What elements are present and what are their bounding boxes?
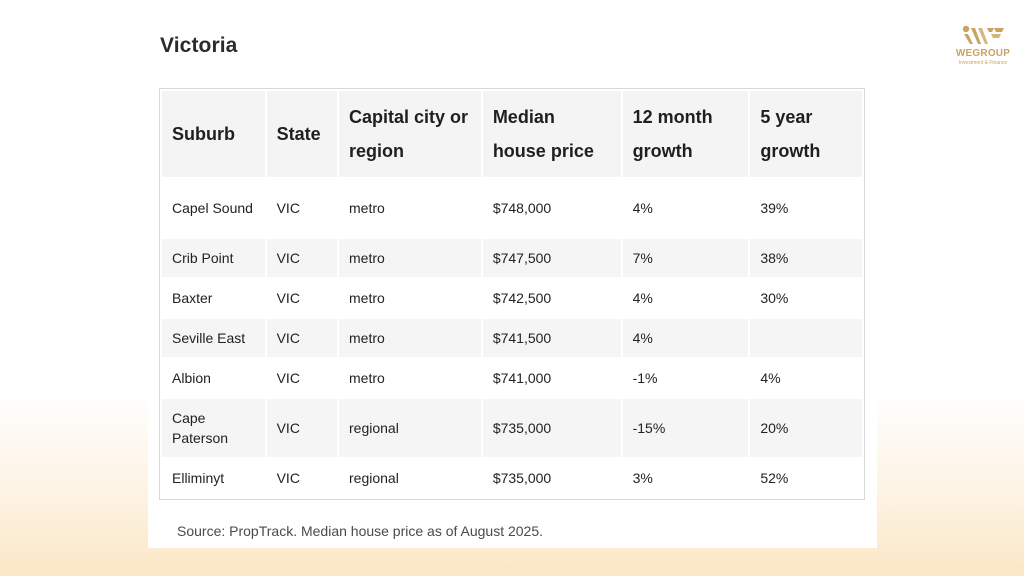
cell-5-year-growth: 30% — [750, 279, 862, 317]
source-note: Source: PropTrack. Median house price as… — [177, 523, 544, 539]
cell-median-price: $735,000 — [482, 399, 621, 457]
cell-12-month-growth: -15% — [622, 399, 749, 457]
logo-tagline: Investment & Finance — [958, 60, 1008, 66]
cell-suburb: Albion — [162, 359, 265, 397]
cell-median-price: $741,000 — [482, 359, 621, 397]
page-title: Victoria — [160, 34, 238, 57]
cell-12-month-growth: 4% — [622, 279, 749, 317]
suburb-table-container: Suburb State Capital city or region Medi… — [159, 88, 865, 500]
logo-wordmark: WEGROUP — [955, 48, 1011, 59]
table-row: Seville East VIC metro $741,500 4% — [162, 319, 862, 357]
cell-median-price: $742,500 — [482, 279, 621, 317]
cell-region: regional — [339, 399, 481, 457]
cell-state: VIC — [266, 319, 337, 357]
table-row: Baxter VIC metro $742,500 4% 30% — [162, 279, 862, 317]
cell-5-year-growth: 20% — [750, 399, 862, 457]
header-suburb: Suburb — [162, 91, 265, 177]
cell-region: metro — [339, 319, 481, 357]
cell-region: metro — [339, 359, 481, 397]
cell-state: VIC — [266, 239, 337, 277]
cell-suburb: Cape Paterson — [162, 399, 265, 457]
cell-state: VIC — [266, 279, 337, 317]
table-row: Capel Sound VIC metro $748,000 4% 39% — [162, 179, 862, 237]
cell-5-year-growth: 38% — [750, 239, 862, 277]
cell-12-month-growth: 4% — [622, 319, 749, 357]
cell-12-month-growth: 7% — [622, 239, 749, 277]
cell-state: VIC — [266, 459, 337, 497]
table-row: Albion VIC metro $741,000 -1% 4% — [162, 359, 862, 397]
cell-region: regional — [339, 459, 481, 497]
cell-12-month-growth: 3% — [622, 459, 749, 497]
cell-region: metro — [339, 179, 481, 237]
cell-suburb: Baxter — [162, 279, 265, 317]
cell-5-year-growth: 52% — [750, 459, 862, 497]
header-5-year-growth: 5 year growth — [750, 91, 862, 177]
table-row: Elliminyt VIC regional $735,000 3% 52% — [162, 459, 862, 497]
cell-12-month-growth: 4% — [622, 179, 749, 237]
cell-region: metro — [339, 239, 481, 277]
header-median-price: Median house price — [482, 91, 621, 177]
suburb-price-table: Suburb State Capital city or region Medi… — [160, 89, 864, 499]
table-row: Crib Point VIC metro $747,500 7% 38% — [162, 239, 862, 277]
cell-state: VIC — [266, 179, 337, 237]
header-region: Capital city or region — [339, 91, 481, 177]
cell-suburb: Crib Point — [162, 239, 265, 277]
cell-region: metro — [339, 279, 481, 317]
cell-median-price: $735,000 — [482, 459, 621, 497]
header-12-month-growth: 12 month growth — [622, 91, 749, 177]
table-row: Cape Paterson VIC regional $735,000 -15%… — [162, 399, 862, 457]
cell-suburb: Elliminyt — [162, 459, 265, 497]
cell-state: VIC — [266, 359, 337, 397]
brand-logo: WEGROUP Investment & Finance — [948, 24, 1018, 66]
header-state: State — [266, 91, 337, 177]
cell-median-price: $748,000 — [482, 179, 621, 237]
cell-median-price: $741,500 — [482, 319, 621, 357]
table-header-row: Suburb State Capital city or region Medi… — [162, 91, 862, 177]
cell-12-month-growth: -1% — [622, 359, 749, 397]
cell-suburb: Seville East — [162, 319, 265, 357]
cell-5-year-growth: 39% — [750, 179, 862, 237]
cell-5-year-growth: 4% — [750, 359, 862, 397]
cell-5-year-growth — [750, 319, 862, 357]
cell-suburb: Capel Sound — [162, 179, 265, 237]
wegroup-logo-icon — [962, 25, 1004, 44]
cell-median-price: $747,500 — [482, 239, 621, 277]
cell-state: VIC — [266, 399, 337, 457]
